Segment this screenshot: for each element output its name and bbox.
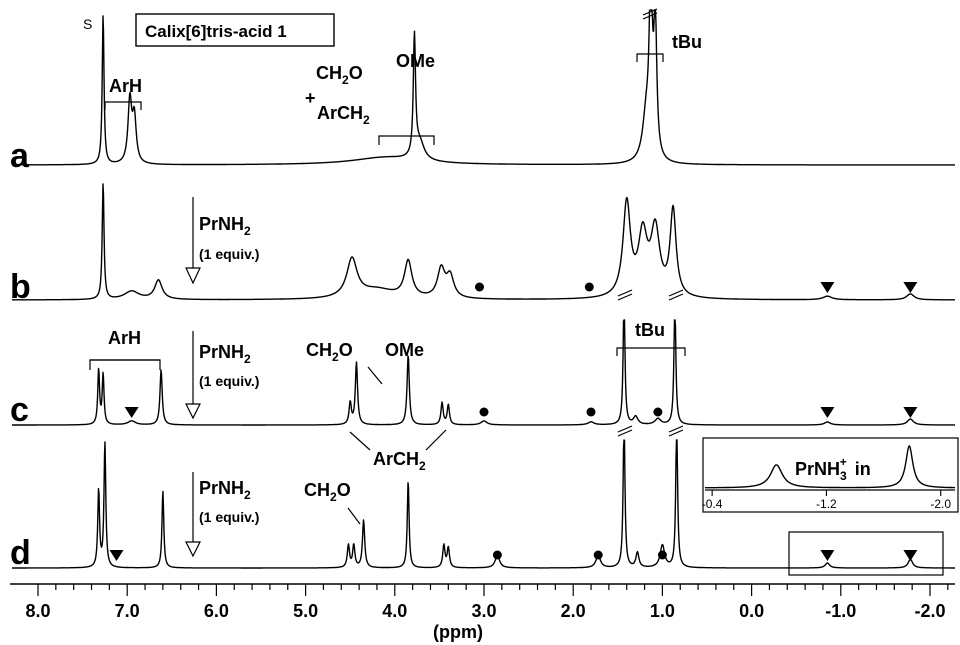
inset: PrNH3+ in -0.4 -1.2 -2.0 bbox=[702, 437, 959, 513]
arch2-pointer-c-left bbox=[349, 431, 371, 451]
addition-arrow-cd bbox=[185, 472, 201, 558]
complex-marker-d-2 bbox=[903, 550, 918, 561]
break-mark-d-left bbox=[617, 425, 633, 437]
panel-label-b: b bbox=[10, 268, 31, 306]
panel-label-a: a bbox=[10, 137, 30, 175]
x-tick-label-2: 6.0 bbox=[204, 601, 229, 621]
break-mark-d-right bbox=[668, 425, 684, 437]
complex-marker-c-2 bbox=[903, 407, 918, 418]
spectrum-trace-b bbox=[11, 183, 956, 301]
amount-label-bc: (1 equiv.) bbox=[199, 373, 259, 389]
arh-label-a: ArH bbox=[109, 76, 142, 96]
inset-tick-label-2: -2.0 bbox=[930, 497, 951, 511]
spectrum-traces bbox=[11, 9, 956, 569]
panel-label-c: c bbox=[10, 391, 29, 429]
ch2o-pointer-c bbox=[367, 366, 383, 385]
ome-label-a: OMe bbox=[396, 51, 435, 71]
complex-marker-b-0 bbox=[820, 282, 835, 293]
complex-marker-c-1 bbox=[820, 407, 835, 418]
x-tick-label-5: 3.0 bbox=[471, 601, 496, 621]
complex-marker-c-0 bbox=[124, 407, 139, 418]
free-amine-marker-d-0 bbox=[492, 550, 502, 560]
tbu-label-c: tBu bbox=[635, 320, 665, 340]
addition-arrow-bc bbox=[185, 331, 201, 420]
ch2o-label-d: CH2O bbox=[304, 480, 351, 504]
x-axis-ticks: 8.0 7.0 6.0 5.0 4.0 3.0 2.0 1.0 0.0 -1.0 -2.0 bbox=[25, 584, 949, 621]
amount-label-ab: (1 equiv.) bbox=[199, 246, 259, 262]
compound-label-box bbox=[135, 13, 335, 47]
break-mark-c-left bbox=[617, 289, 633, 301]
inset-spectrum-line bbox=[704, 445, 956, 489]
break-mark-c-right bbox=[668, 289, 684, 301]
tbu-label-a: tBu bbox=[672, 32, 702, 52]
x-tick-label-6: 2.0 bbox=[561, 601, 586, 621]
spectrum-trace-a bbox=[11, 9, 956, 166]
complex-marker-d-1 bbox=[820, 550, 835, 561]
addition-arrow-ab bbox=[185, 197, 201, 285]
free-amine-marker-c-1 bbox=[586, 407, 596, 417]
free-amine-marker-b-0 bbox=[475, 282, 484, 292]
complex-marker-d-0 bbox=[109, 550, 124, 561]
ch2-bracket-a bbox=[378, 135, 435, 145]
reagent-label-bc: PrNH2 bbox=[199, 342, 251, 366]
complex-marker-b-1 bbox=[903, 282, 918, 293]
compound-label: Calix[6]tris-acid 1 bbox=[145, 22, 287, 41]
tbu-bracket-a bbox=[636, 53, 664, 62]
solvent-label: S bbox=[83, 16, 92, 32]
ch2o-label-c: CH2O bbox=[306, 340, 353, 364]
arch2-pointer-c-right bbox=[425, 429, 447, 451]
arh-label-c: ArH bbox=[108, 328, 141, 348]
free-amine-marker-b-1 bbox=[584, 282, 594, 292]
break-mark-a bbox=[642, 8, 658, 20]
x-tick-label-3: 5.0 bbox=[293, 601, 318, 621]
arh-bracket-a bbox=[104, 101, 142, 110]
inset-tick-label-0: -0.4 bbox=[702, 497, 723, 511]
reagent-label-cd: PrNH2 bbox=[199, 478, 251, 502]
tbu-bracket-c bbox=[616, 347, 686, 356]
ch2o-pointer-d bbox=[347, 507, 361, 525]
arh-bracket-c bbox=[89, 359, 161, 370]
free-amine-marker-c-2 bbox=[653, 407, 663, 417]
inset-ticks: -0.4 -1.2 -2.0 bbox=[702, 490, 951, 511]
peak-markers bbox=[109, 282, 918, 561]
x-tick-label-4: 4.0 bbox=[382, 601, 407, 621]
arch2-label-a: ArCH2 bbox=[317, 103, 370, 127]
x-tick-label-1: 7.0 bbox=[115, 601, 140, 621]
x-tick-label-0: 8.0 bbox=[25, 601, 50, 621]
zoom-region-box bbox=[788, 531, 944, 576]
ome-label-c: OMe bbox=[385, 340, 424, 360]
free-amine-marker-d-1 bbox=[593, 550, 603, 560]
arch2-label-c: ArCH2 bbox=[373, 449, 426, 473]
x-tick-label-8: 0.0 bbox=[739, 601, 764, 621]
free-amine-marker-c-0 bbox=[479, 407, 489, 417]
x-tick-label-9: -1.0 bbox=[825, 601, 856, 621]
reagent-label-ab: PrNH2 bbox=[199, 214, 251, 238]
free-amine-marker-d-2 bbox=[657, 550, 667, 560]
ch2o-label-a: CH2O bbox=[316, 63, 363, 87]
x-tick-label-7: 1.0 bbox=[650, 601, 675, 621]
plus-label-a: + bbox=[305, 88, 316, 108]
spectrum-trace-d bbox=[11, 439, 956, 569]
inset-label: PrNH3+ in bbox=[795, 455, 871, 483]
x-tick-label-10: -2.0 bbox=[914, 601, 945, 621]
panel-label-d: d bbox=[10, 534, 31, 572]
inset-tick-label-1: -1.2 bbox=[816, 497, 837, 511]
x-axis-title: (ppm) bbox=[433, 622, 483, 642]
inset-trace bbox=[704, 445, 956, 489]
amount-label-cd: (1 equiv.) bbox=[199, 509, 259, 525]
spectrum-trace-c bbox=[11, 319, 956, 426]
